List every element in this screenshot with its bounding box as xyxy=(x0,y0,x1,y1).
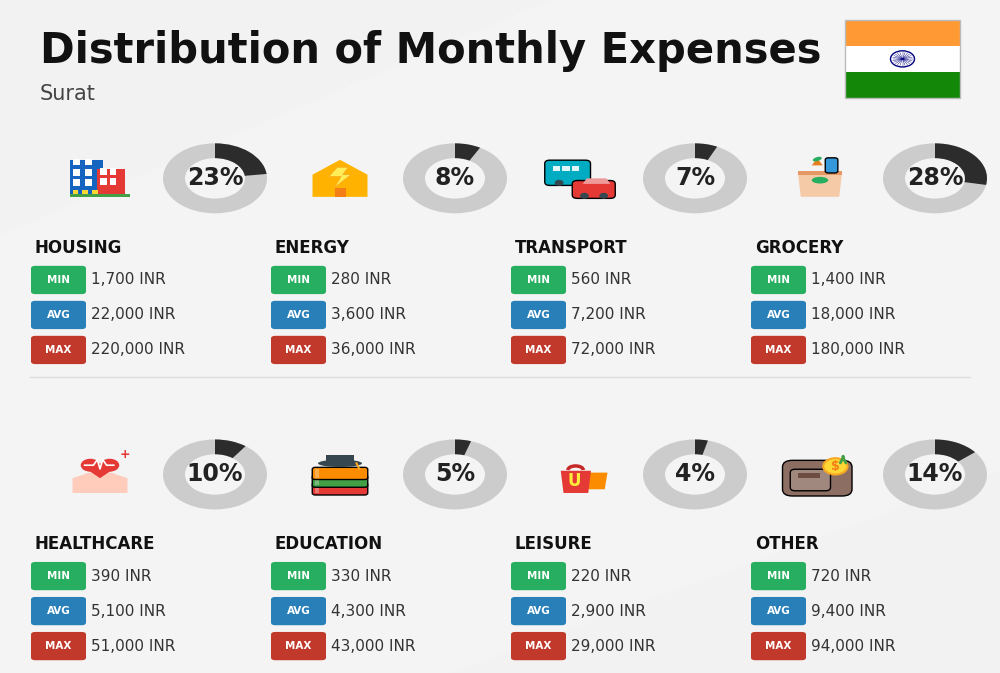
Text: MIN: MIN xyxy=(47,571,70,581)
Text: 5%: 5% xyxy=(435,462,475,487)
Polygon shape xyxy=(329,168,351,188)
FancyBboxPatch shape xyxy=(312,467,368,480)
Bar xyxy=(326,455,354,463)
Text: Surat: Surat xyxy=(40,84,96,104)
Text: AVG: AVG xyxy=(47,310,70,320)
Bar xyxy=(97,169,125,197)
Text: 28%: 28% xyxy=(907,166,963,190)
FancyBboxPatch shape xyxy=(751,266,806,294)
Bar xyxy=(798,472,820,478)
Bar xyxy=(110,178,116,185)
FancyBboxPatch shape xyxy=(271,562,326,590)
Text: MIN: MIN xyxy=(47,275,70,285)
Circle shape xyxy=(823,458,848,474)
Text: 4%: 4% xyxy=(675,462,715,487)
Text: HOUSING: HOUSING xyxy=(35,239,122,257)
Text: MAX: MAX xyxy=(45,345,72,355)
Text: Distribution of Monthly Expenses: Distribution of Monthly Expenses xyxy=(40,30,822,72)
Text: 2,900 INR: 2,900 INR xyxy=(571,604,646,618)
Bar xyxy=(334,188,346,197)
Text: U: U xyxy=(568,472,581,490)
Wedge shape xyxy=(935,143,987,185)
Bar xyxy=(315,469,319,478)
Wedge shape xyxy=(163,439,267,509)
Text: MIN: MIN xyxy=(767,275,790,285)
Text: MIN: MIN xyxy=(287,275,310,285)
FancyBboxPatch shape xyxy=(31,336,86,364)
Polygon shape xyxy=(81,465,119,478)
Text: 220,000 INR: 220,000 INR xyxy=(91,343,185,357)
FancyBboxPatch shape xyxy=(751,632,806,660)
FancyBboxPatch shape xyxy=(312,475,368,487)
Text: 330 INR: 330 INR xyxy=(331,569,392,583)
Text: ENERGY: ENERGY xyxy=(275,239,350,257)
Wedge shape xyxy=(455,143,480,161)
Polygon shape xyxy=(812,158,823,166)
Text: 5,100 INR: 5,100 INR xyxy=(91,604,166,618)
Text: HEALTHCARE: HEALTHCARE xyxy=(35,535,156,553)
Text: 220 INR: 220 INR xyxy=(571,569,631,583)
Bar xyxy=(70,194,130,197)
Text: 29,000 INR: 29,000 INR xyxy=(571,639,656,653)
FancyBboxPatch shape xyxy=(751,562,806,590)
FancyBboxPatch shape xyxy=(751,301,806,329)
FancyBboxPatch shape xyxy=(845,20,960,46)
FancyBboxPatch shape xyxy=(572,180,615,199)
Text: AVG: AVG xyxy=(527,310,550,320)
Wedge shape xyxy=(643,143,747,213)
FancyBboxPatch shape xyxy=(31,632,86,660)
Text: AVG: AVG xyxy=(47,606,70,616)
Bar xyxy=(110,168,116,175)
FancyBboxPatch shape xyxy=(825,158,838,173)
Text: 280 INR: 280 INR xyxy=(331,273,391,287)
Polygon shape xyxy=(583,178,610,184)
Ellipse shape xyxy=(812,177,828,184)
Bar xyxy=(92,190,98,194)
Text: 720 INR: 720 INR xyxy=(811,569,871,583)
Wedge shape xyxy=(455,439,471,455)
Ellipse shape xyxy=(813,157,822,162)
FancyBboxPatch shape xyxy=(845,72,960,98)
Text: 180,000 INR: 180,000 INR xyxy=(811,343,905,357)
FancyBboxPatch shape xyxy=(312,483,368,495)
FancyBboxPatch shape xyxy=(511,336,566,364)
FancyBboxPatch shape xyxy=(271,266,326,294)
Text: GROCERY: GROCERY xyxy=(755,239,843,257)
Text: 1,400 INR: 1,400 INR xyxy=(811,273,886,287)
Wedge shape xyxy=(643,439,747,509)
Text: MIN: MIN xyxy=(527,571,550,581)
Text: AVG: AVG xyxy=(287,606,310,616)
Text: MAX: MAX xyxy=(525,345,552,355)
Polygon shape xyxy=(73,472,128,493)
FancyBboxPatch shape xyxy=(751,336,806,364)
Text: 14%: 14% xyxy=(907,462,963,487)
Bar xyxy=(73,180,80,186)
FancyBboxPatch shape xyxy=(271,632,326,660)
Text: 560 INR: 560 INR xyxy=(571,273,631,287)
Text: AVG: AVG xyxy=(767,606,790,616)
Circle shape xyxy=(81,459,100,472)
Circle shape xyxy=(575,180,583,186)
Text: OTHER: OTHER xyxy=(755,535,819,553)
Bar xyxy=(798,171,842,175)
Ellipse shape xyxy=(318,460,362,467)
FancyBboxPatch shape xyxy=(783,460,852,496)
Text: MAX: MAX xyxy=(285,641,312,651)
Text: EDUCATION: EDUCATION xyxy=(275,535,383,553)
FancyBboxPatch shape xyxy=(271,597,326,625)
Bar xyxy=(85,159,92,166)
FancyBboxPatch shape xyxy=(511,632,566,660)
Wedge shape xyxy=(695,439,708,455)
Text: MAX: MAX xyxy=(285,345,312,355)
Polygon shape xyxy=(583,472,608,489)
Text: 72,000 INR: 72,000 INR xyxy=(571,343,655,357)
Text: 3,600 INR: 3,600 INR xyxy=(331,308,406,322)
Text: AVG: AVG xyxy=(767,310,790,320)
Text: 23%: 23% xyxy=(187,166,243,190)
Circle shape xyxy=(580,192,589,199)
Bar xyxy=(553,166,560,171)
FancyBboxPatch shape xyxy=(31,301,86,329)
Text: 18,000 INR: 18,000 INR xyxy=(811,308,895,322)
Text: 8%: 8% xyxy=(435,166,475,190)
